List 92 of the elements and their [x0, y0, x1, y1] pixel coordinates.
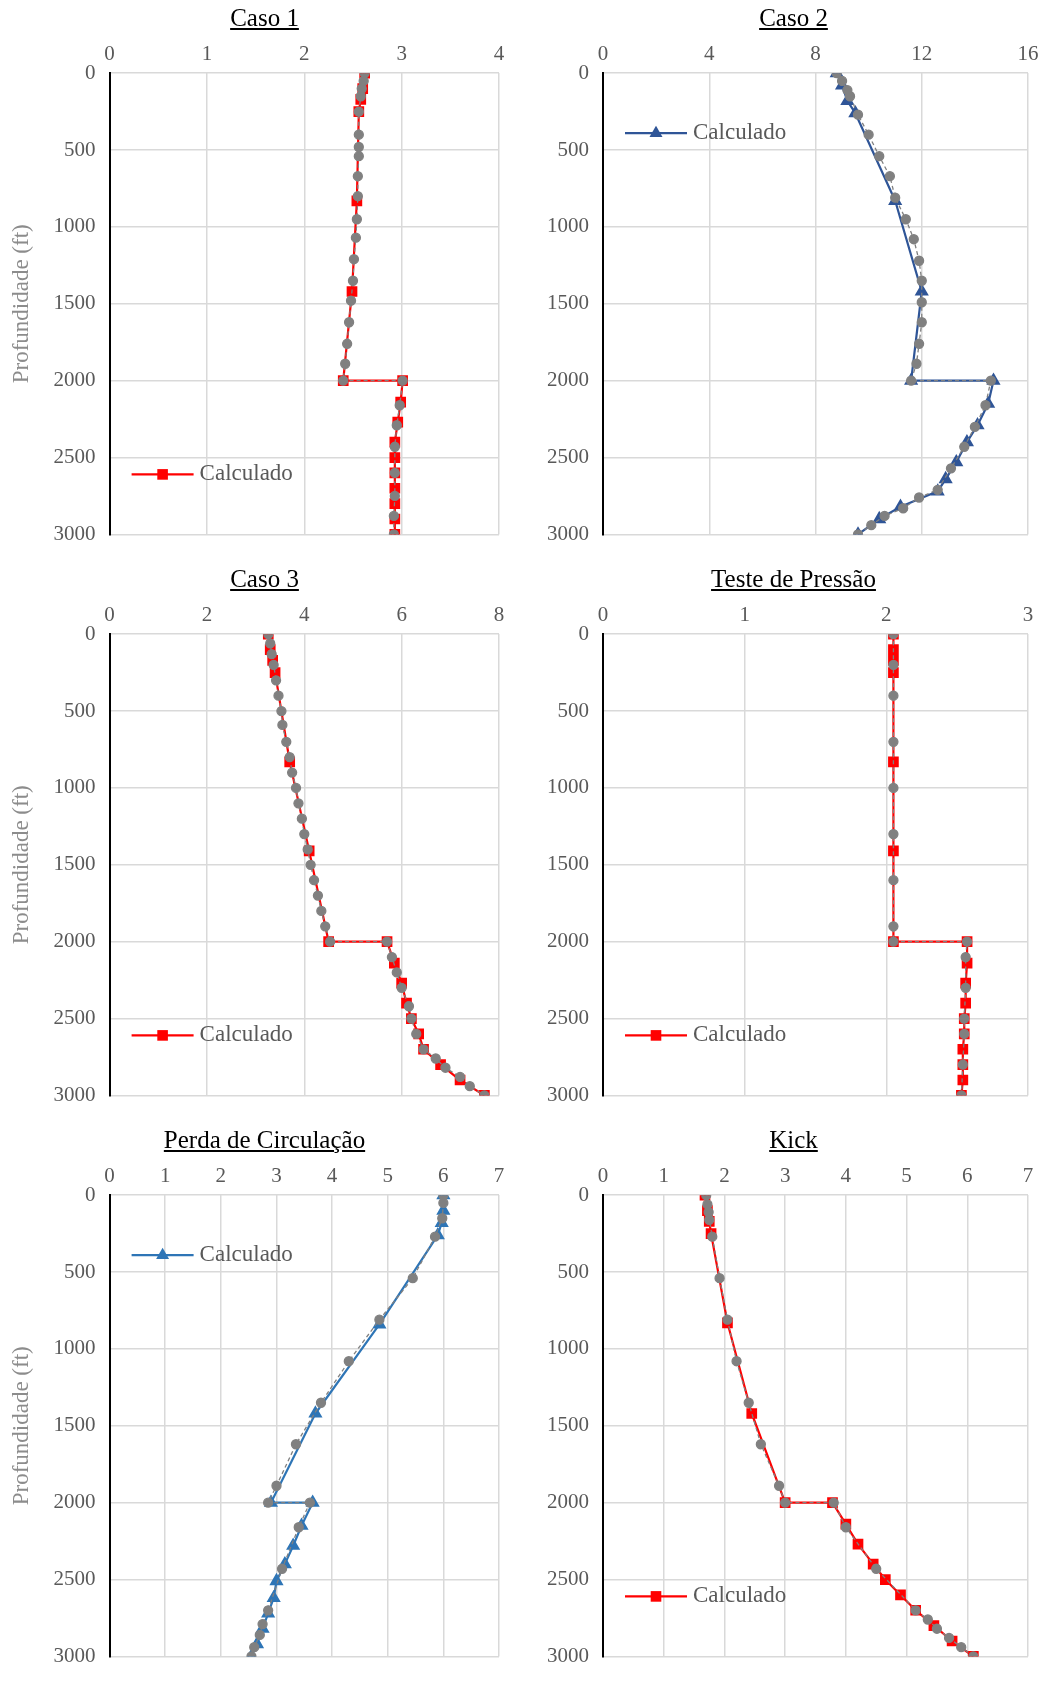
y-tick-label: 1500	[53, 1412, 96, 1437]
y-tick-label: 500	[64, 697, 96, 722]
y-tick-label: 1500	[547, 851, 589, 876]
y-tick-label: 1500	[547, 290, 589, 315]
y-tick-label: 0	[85, 1181, 96, 1206]
x-tick-label: 7	[493, 1163, 505, 1188]
y-tick-label: 2000	[53, 928, 96, 953]
x-tick-label: 6	[962, 1163, 973, 1188]
chart-title: Kick	[768, 1126, 819, 1154]
x-tick-label: 0	[104, 602, 115, 627]
x-tick-label: 16	[1017, 41, 1039, 66]
y-axis-title: Profundidade (ft)	[7, 785, 33, 945]
y-tick-label: 2500	[53, 1005, 96, 1030]
x-tick-label: 4	[299, 602, 311, 627]
x-tick-label: 2	[215, 1163, 227, 1188]
y-tick-label: 500	[557, 1258, 589, 1283]
y-tick-label: 1000	[53, 1335, 96, 1360]
chart-title: Perda de Circulação	[162, 1126, 367, 1154]
x-tick-label: 2	[299, 41, 310, 66]
x-tick-label: 1	[201, 41, 213, 66]
y-tick-label: 0	[85, 620, 96, 645]
y-tick-label: 1000	[53, 774, 96, 799]
y-tick-label: 0	[85, 59, 96, 84]
y-tick-label: 1000	[53, 213, 96, 238]
x-tick-label: 2	[201, 602, 213, 627]
y-tick-label: 2500	[547, 444, 589, 469]
y-tick-label: 1500	[53, 290, 96, 315]
x-tick-label: 6	[438, 1163, 449, 1188]
x-tick-label: 8	[810, 41, 821, 66]
y-tick-label: 2500	[53, 444, 96, 469]
y-tick-label: 1000	[547, 213, 589, 238]
y-tick-label: 2500	[53, 1566, 96, 1591]
y-tick-label: 1000	[547, 1335, 589, 1360]
x-tick-label: 3	[1022, 602, 1034, 627]
y-axis-title: Profundidade (ft)	[7, 1346, 33, 1506]
y-axis-title: Profundidade (ft)	[7, 224, 33, 384]
legend-label: Calculado	[199, 1241, 293, 1267]
y-tick-label: 1500	[53, 851, 96, 876]
y-tick-label: 2000	[53, 1489, 96, 1514]
legend-label: Calculado	[199, 460, 293, 486]
y-tick-label: 500	[557, 697, 589, 722]
x-tick-label: 0	[104, 1163, 115, 1188]
y-tick-label: 3000	[53, 1642, 96, 1667]
y-tick-label: 2000	[547, 1489, 589, 1514]
y-tick-label: 2000	[547, 367, 589, 392]
x-tick-label: 1	[739, 602, 750, 627]
x-tick-label: 0	[597, 41, 609, 66]
y-tick-label: 2000	[547, 928, 589, 953]
x-tick-label: 6	[396, 602, 407, 627]
x-tick-label: 0	[104, 41, 115, 66]
x-tick-label: 0	[597, 602, 609, 627]
x-tick-label: 7	[1022, 1163, 1034, 1188]
x-tick-label: 3	[779, 1163, 791, 1188]
x-tick-label: 4	[704, 41, 715, 66]
x-tick-label: 5	[382, 1163, 393, 1188]
x-tick-label: 2	[881, 602, 892, 627]
chart-title: Caso 3	[229, 565, 300, 593]
x-tick-label: 1	[658, 1163, 669, 1188]
y-tick-label: 3000	[547, 1081, 589, 1106]
y-tick-label: 0	[578, 59, 589, 84]
y-tick-label: 500	[557, 136, 589, 161]
x-tick-label: 0	[597, 1163, 609, 1188]
y-tick-label: 500	[64, 136, 96, 161]
y-tick-label: 3000	[53, 520, 96, 545]
chart-title: Caso 2	[758, 4, 829, 32]
y-tick-label: 0	[578, 1181, 589, 1206]
x-tick-label: 3	[396, 41, 407, 66]
x-tick-label: 8	[493, 602, 505, 627]
x-tick-label: 4	[493, 41, 505, 66]
y-tick-label: 2000	[53, 367, 96, 392]
y-tick-label: 3000	[547, 520, 589, 545]
x-tick-label: 1	[159, 1163, 171, 1188]
y-tick-label: 3000	[547, 1642, 589, 1667]
y-tick-label: 2500	[547, 1005, 589, 1030]
x-tick-label: 5	[901, 1163, 912, 1188]
y-tick-label: 2500	[547, 1566, 589, 1591]
legend-label: Calculado	[693, 1582, 787, 1608]
y-tick-label: 1000	[547, 774, 589, 799]
y-tick-label: 1500	[547, 1412, 589, 1437]
y-tick-label: 0	[578, 620, 589, 645]
legend-label: Calculado	[693, 1021, 787, 1047]
x-tick-label: 3	[271, 1163, 282, 1188]
legend-label: Calculado	[199, 1021, 293, 1047]
y-tick-label: 3000	[53, 1081, 96, 1106]
chart-title: Teste de Pressão	[710, 565, 877, 593]
x-tick-label: 2	[719, 1163, 730, 1188]
chart-title: Caso 1	[229, 4, 300, 32]
x-tick-label: 12	[911, 41, 933, 66]
x-tick-label: 4	[326, 1163, 338, 1188]
legend-label: Calculado	[693, 119, 787, 145]
y-tick-label: 500	[64, 1258, 96, 1283]
x-tick-label: 4	[840, 1163, 852, 1188]
